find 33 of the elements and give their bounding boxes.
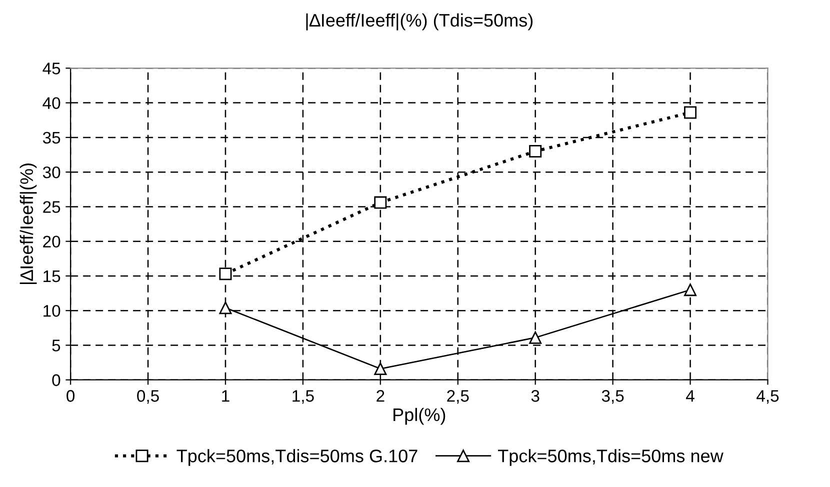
x-tick-label: 2 [376, 390, 384, 402]
y-tick-label: 45 [42, 62, 60, 74]
point [684, 284, 697, 296]
y-tick-label: 10 [44, 305, 60, 317]
point [529, 145, 542, 158]
y-tick-label: 15 [44, 270, 60, 282]
y-tick-label: 30 [42, 166, 60, 178]
x-tick-label: 4 [686, 390, 694, 402]
point [219, 268, 232, 280]
y-tick-label: 40 [42, 97, 60, 110]
x-axis-title: Ppl(%) [394, 408, 446, 425]
y-tick-label: 25 [43, 201, 60, 213]
x-tick-label: 2,5 [447, 390, 469, 404]
x-tick-label: 0 [66, 390, 75, 402]
x-tick-label: 3,5 [602, 390, 624, 404]
legend-label: Tpck=50ms,Tdis=50ms G.107 [176, 449, 418, 466]
legend-label: Tpck=50ms,Tdis=50ms new [498, 449, 724, 466]
x-tick-label: 4,5 [756, 390, 779, 404]
y-tick-label: 5 [52, 340, 60, 352]
point [684, 106, 697, 119]
x-tick-label: 1,5 [292, 390, 314, 404]
point [374, 196, 387, 209]
x-tick-label: 0,5 [137, 390, 159, 404]
y-axis-title: |∆Ieeff/Ieeff|(%) [20, 164, 37, 284]
point [219, 302, 232, 314]
y-tick-label: 35 [42, 132, 60, 144]
point [529, 331, 542, 344]
y-tick-label: 20 [43, 236, 60, 248]
chart-title: |∆Ieeff/Ieeff|(%) (Tdis=50ms) [306, 13, 533, 30]
x-tick-label: 1 [222, 390, 230, 402]
y-tick-label: 0 [52, 374, 60, 386]
point [374, 362, 387, 376]
x-tick-label: 3 [531, 390, 540, 402]
